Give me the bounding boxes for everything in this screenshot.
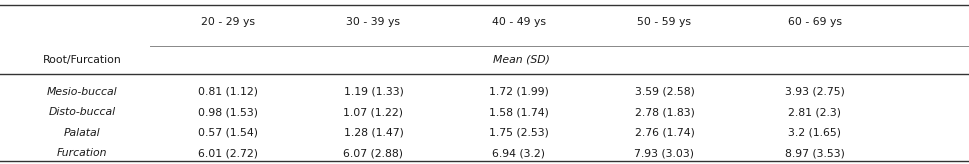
Text: 1.58 (1.74): 1.58 (1.74) [488, 107, 548, 117]
Text: 1.75 (2.53): 1.75 (2.53) [488, 128, 548, 138]
Text: 3.2 (1.65): 3.2 (1.65) [788, 128, 840, 138]
Text: 20 - 29 ys: 20 - 29 ys [201, 17, 255, 27]
Text: 30 - 39 ys: 30 - 39 ys [346, 17, 400, 27]
Text: 3.59 (2.58): 3.59 (2.58) [634, 87, 694, 97]
Text: Root/Furcation: Root/Furcation [43, 55, 122, 65]
Text: 0.81 (1.12): 0.81 (1.12) [198, 87, 258, 97]
Text: 50 - 59 ys: 50 - 59 ys [637, 17, 691, 27]
Text: 1.07 (1.22): 1.07 (1.22) [343, 107, 403, 117]
Text: 3.93 (2.75): 3.93 (2.75) [784, 87, 844, 97]
Text: 0.98 (1.53): 0.98 (1.53) [198, 107, 258, 117]
Text: Palatal: Palatal [64, 128, 101, 138]
Text: 2.78 (1.83): 2.78 (1.83) [634, 107, 694, 117]
Text: 6.07 (2.88): 6.07 (2.88) [343, 148, 403, 158]
Text: 1.72 (1.99): 1.72 (1.99) [488, 87, 548, 97]
Text: 6.94 (3.2): 6.94 (3.2) [492, 148, 545, 158]
Text: 2.81 (2.3): 2.81 (2.3) [788, 107, 840, 117]
Text: Mesio-buccal: Mesio-buccal [47, 87, 117, 97]
Text: 40 - 49 ys: 40 - 49 ys [491, 17, 546, 27]
Text: Disto-buccal: Disto-buccal [48, 107, 116, 117]
Text: 1.19 (1.33): 1.19 (1.33) [343, 87, 403, 97]
Text: 60 - 69 ys: 60 - 69 ys [787, 17, 841, 27]
Text: Mean (SD): Mean (SD) [492, 55, 549, 65]
Text: Furcation: Furcation [57, 148, 108, 158]
Text: 0.57 (1.54): 0.57 (1.54) [198, 128, 258, 138]
Text: 8.97 (3.53): 8.97 (3.53) [784, 148, 844, 158]
Text: 7.93 (3.03): 7.93 (3.03) [634, 148, 694, 158]
Text: 6.01 (2.72): 6.01 (2.72) [198, 148, 258, 158]
Text: 2.76 (1.74): 2.76 (1.74) [634, 128, 694, 138]
Text: 1.28 (1.47): 1.28 (1.47) [343, 128, 403, 138]
